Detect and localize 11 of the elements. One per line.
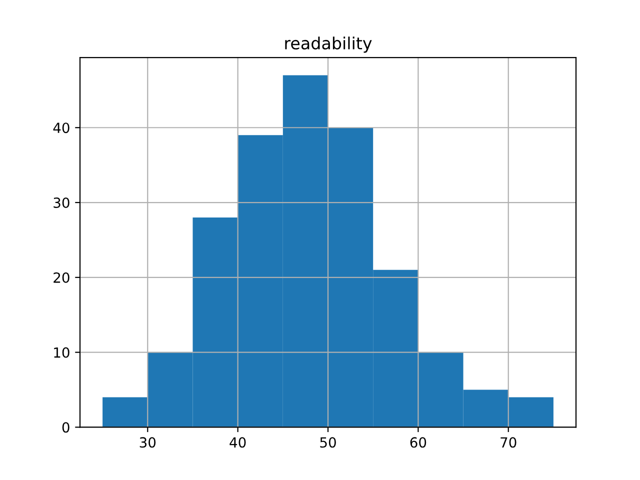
y-tick-label: 20 — [54, 272, 70, 283]
y-tick-label: 40 — [53, 122, 70, 134]
y-tick-label: 0 — [62, 422, 70, 433]
x-tick-label: 50 — [320, 437, 336, 448]
x-tick-label: 70 — [500, 437, 516, 448]
x-tick-label: 40 — [230, 437, 246, 448]
y-tick-label: 30 — [54, 197, 70, 208]
y-tick-label: 10 — [54, 347, 70, 358]
x-tick-label: 60 — [410, 437, 426, 448]
x-tick-label: 30 — [140, 437, 156, 448]
chart-title: readability — [285, 36, 372, 53]
